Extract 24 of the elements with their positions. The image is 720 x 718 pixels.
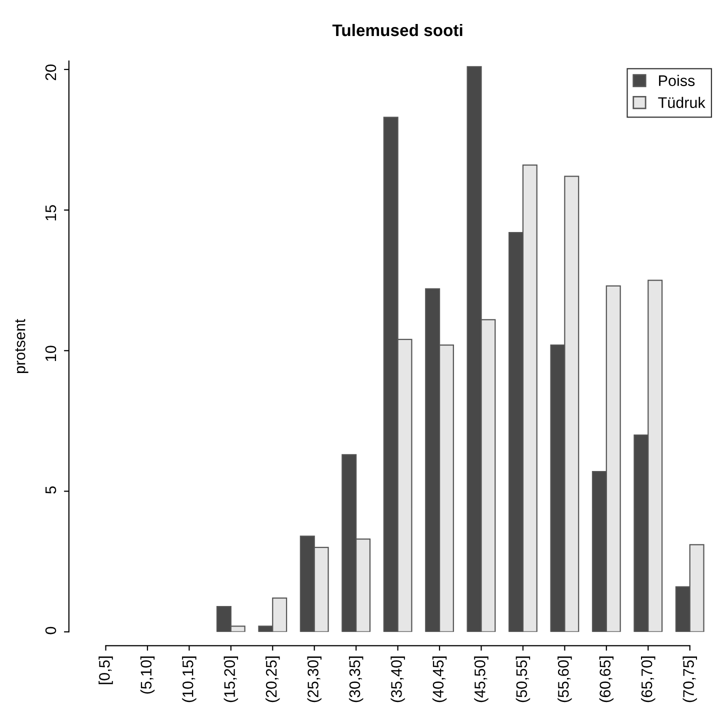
y-tick-label: 20: [45, 64, 56, 80]
x-tick-label: (10,15]: [182, 656, 196, 702]
x-tick-label: (5,10]: [140, 656, 155, 694]
x-tick-label: (40,45]: [432, 656, 447, 702]
x-tick-label: (60,65]: [599, 656, 614, 702]
y-tick-label: 0: [45, 626, 56, 634]
legend-label: Tüdruk: [658, 96, 706, 108]
x-tick-label: (45,50]: [474, 656, 488, 702]
x-tick-label: (30,35]: [348, 656, 364, 702]
x-tick-label: [0,5]: [98, 656, 113, 684]
y-tick-label: 10: [45, 346, 56, 361]
x-tick-label: (50,55]: [516, 656, 530, 702]
chart-title: Tulemused sooti: [332, 24, 462, 36]
y-tick-label: 5: [46, 486, 56, 494]
y-tick-label: 15: [46, 205, 56, 220]
x-tick-label: (70,75]: [682, 656, 697, 702]
x-tick-label: (55,60]: [558, 656, 572, 702]
x-tick-label: (25,30]: [307, 656, 322, 702]
x-tick-label: (65,70]: [641, 656, 656, 702]
x-tick-label: (15,20]: [224, 656, 238, 702]
y-axis-title: protsent: [15, 318, 28, 374]
x-tick-label: (20,25]: [266, 656, 280, 702]
legend-label: Poiss: [659, 74, 695, 86]
x-tick-label: (35,40]: [390, 656, 405, 702]
